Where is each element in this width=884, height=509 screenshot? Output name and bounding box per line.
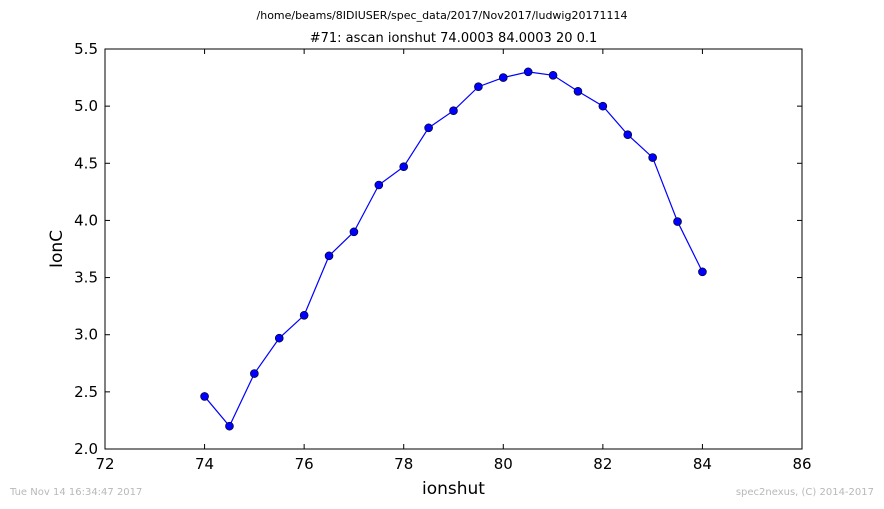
data-point [274, 333, 284, 343]
data-point [648, 153, 657, 162]
x-tick-label: 76 [295, 455, 314, 473]
file-path-title: /home/beams/8IDIUSER/spec_data/2017/Nov2… [256, 9, 628, 22]
x-tick-label: 82 [593, 455, 612, 473]
x-tick-label: 86 [792, 455, 811, 473]
credit-label: spec2nexus, (C) 2014-2017 [735, 487, 874, 498]
y-tick-label: 4.0 [74, 211, 98, 229]
data-point [698, 267, 707, 277]
data-point [498, 73, 508, 82]
data-point [324, 251, 334, 261]
y-tick-label: 4.5 [74, 154, 98, 172]
y-tick-label: 2.0 [74, 440, 98, 458]
plot-area [104, 48, 803, 450]
y-tick-label: 5.5 [74, 40, 98, 58]
y-tick-label: 3.5 [74, 269, 98, 287]
chart-title: #71: ascan ionshut 74.0003 84.0003 20 0.… [310, 31, 598, 46]
data-point [623, 130, 633, 140]
data-point [399, 162, 409, 172]
data-point [598, 101, 608, 111]
data-point [374, 180, 384, 190]
series-line [204, 71, 703, 428]
data-point [299, 310, 309, 320]
x-axis-label: ionshut [422, 479, 485, 499]
data-point [548, 70, 558, 80]
data-point [424, 123, 433, 133]
y-tick-labels: 2.0 2.5 3.0 3.5 4.0 4.5 5.0 5.5 [74, 40, 98, 458]
y-axis-label: IonC [47, 230, 67, 268]
timestamp-label: Tue Nov 14 16:34:47 2017 [10, 487, 143, 498]
axis-ticks [104, 48, 803, 450]
x-tick-label: 84 [693, 455, 712, 473]
data-point [523, 67, 533, 77]
x-tick-label: 74 [195, 455, 214, 473]
data-point [250, 369, 259, 378]
data-point [449, 106, 458, 116]
x-tick-labels: 72 74 76 78 80 82 84 86 [95, 455, 811, 473]
data-point [474, 82, 483, 92]
data-point [200, 392, 209, 401]
y-tick-label: 5.0 [74, 97, 98, 115]
x-tick-label: 72 [95, 455, 114, 473]
data-point [673, 217, 682, 226]
data-points [200, 67, 707, 431]
data-point [349, 227, 359, 237]
data-point [225, 421, 234, 431]
y-tick-label: 3.0 [74, 326, 98, 344]
data-point [573, 86, 583, 96]
x-tick-label: 78 [394, 455, 413, 473]
x-tick-label: 80 [494, 455, 513, 473]
y-tick-label: 2.5 [74, 383, 98, 401]
